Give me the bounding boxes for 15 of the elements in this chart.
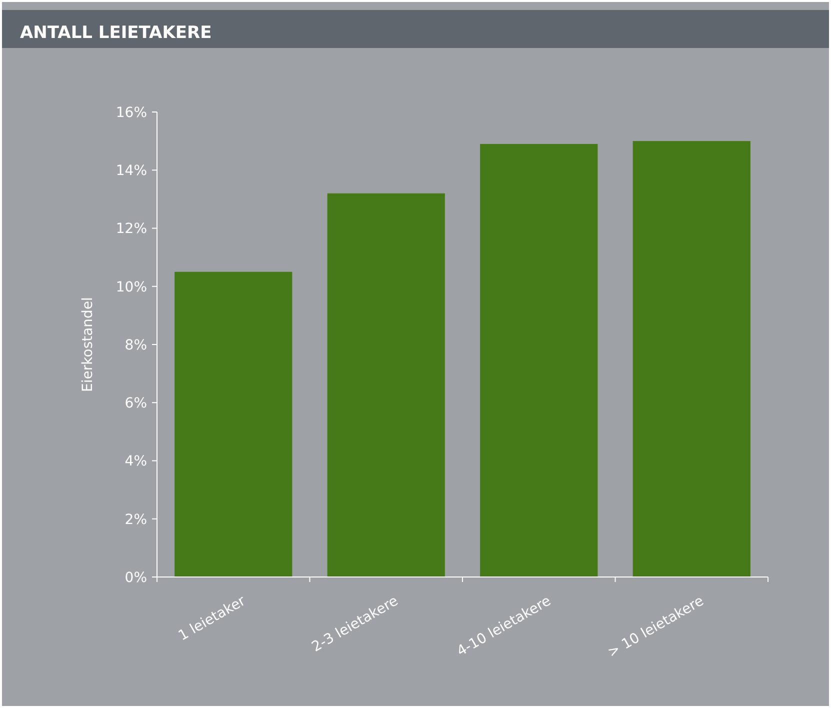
y-tick-label: 16%	[116, 104, 147, 121]
bar	[480, 144, 598, 577]
y-tick-label: 10%	[116, 279, 147, 296]
y-tick-label: 4%	[124, 454, 147, 470]
y-axis-title: Eierkostandel	[80, 297, 96, 392]
y-tick-label: 8%	[124, 337, 147, 354]
y-tick-label: 2%	[124, 512, 147, 528]
bar	[174, 272, 292, 577]
bar	[327, 193, 445, 577]
y-tick-label: 0%	[124, 570, 147, 586]
y-tick-label: 14%	[116, 163, 147, 180]
y-tick-label: 6%	[124, 396, 147, 412]
y-tick-label: 12%	[116, 221, 147, 238]
bar	[632, 141, 750, 577]
chart-title: ANTALL LEIETAKERE	[20, 23, 212, 43]
